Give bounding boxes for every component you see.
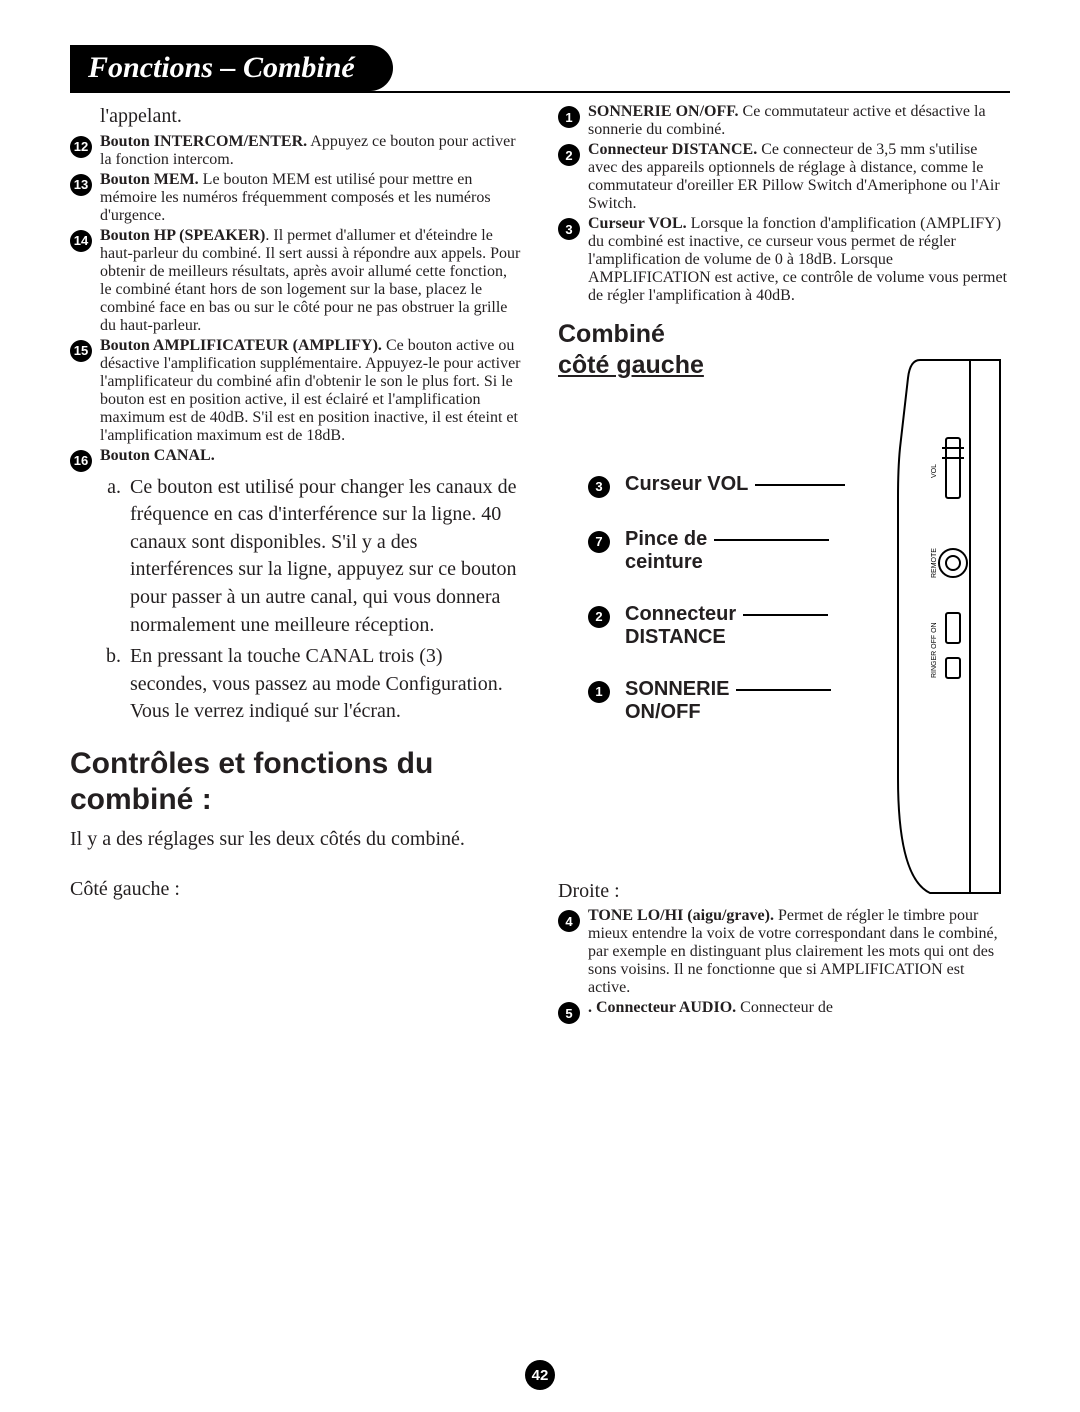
callout-text-vol: Curseur VOL	[625, 473, 748, 496]
callout-ringer: 1 SONNERIEON/OFF	[588, 678, 831, 724]
label-16: Bouton CANAL.	[100, 447, 215, 464]
item-4: 4 TONE LO/HI (aigu/grave). Permet de rég…	[558, 907, 1010, 997]
item-14: 14 Bouton HP (SPEAKER). Il permet d'allu…	[70, 227, 522, 335]
callout-dist-l2: DISTANCE	[625, 626, 726, 648]
label-2: Connecteur DISTANCE.	[588, 141, 757, 158]
svg-text:REMOTE: REMOTE	[931, 547, 938, 577]
callout-clip: 7 Pince deceinture	[588, 528, 829, 574]
label-5: . Connecteur AUDIO.	[588, 999, 736, 1016]
bullet-4: 4	[558, 910, 580, 932]
callout-num-3: 3	[588, 476, 610, 498]
item-12: 12 Bouton INTERCOM/ENTER. Appuyez ce bou…	[70, 133, 522, 169]
callout-clip-l2: ceinture	[625, 551, 703, 573]
callout-ring-l2: ON/OFF	[625, 701, 701, 723]
label-14: Bouton HP (SPEAKER)	[100, 227, 265, 244]
bullet-13: 13	[70, 174, 92, 196]
callout-vol: 3 Curseur VOL	[588, 473, 845, 498]
bullet-3: 3	[558, 218, 580, 240]
bullet-1: 1	[558, 106, 580, 128]
left-column: l'appelant. 12 Bouton INTERCOM/ENTER. Ap…	[70, 103, 522, 1024]
callout-num-7: 7	[588, 531, 610, 553]
label-1: SONNERIE ON/OFF.	[588, 103, 739, 120]
handset-diagram: VOL REMOTE RINGER OFF ON 3 Curseur VOL 7…	[558, 388, 1010, 908]
callout-num-2: 2	[588, 606, 610, 628]
item-3: 3 Curseur VOL. Lorsque la fonction d'amp…	[558, 215, 1010, 305]
controls-intro: Il y a des réglages sur les deux côtés d…	[70, 826, 522, 854]
svg-text:RINGER OFF ON: RINGER OFF ON	[931, 622, 938, 678]
cote-gauche-label: Côté gauche :	[70, 876, 522, 904]
callout-dist-l1: Connecteur	[625, 603, 736, 625]
bullet-16: 16	[70, 450, 92, 472]
item-16: 16 Bouton CANAL.	[70, 447, 522, 472]
label-13: Bouton MEM.	[100, 171, 199, 188]
canal-a: Ce bouton est utilisé pour changer les c…	[126, 474, 522, 640]
right-column: 1 SONNERIE ON/OFF. Ce commutateur active…	[558, 103, 1010, 1024]
label-15: Bouton AMPLIFICATEUR (AMPLIFY).	[100, 337, 382, 354]
bullet-2: 2	[558, 144, 580, 166]
controls-heading: Contrôles et fonctions du combiné :	[70, 746, 522, 818]
callout-distance: 2 ConnecteurDISTANCE	[588, 603, 828, 649]
svg-text:VOL: VOL	[931, 463, 938, 477]
callout-num-1: 1	[588, 681, 610, 703]
canal-b: En pressant la touche CANAL trois (3) se…	[126, 643, 522, 726]
callout-clip-l1: Pince de	[625, 528, 707, 550]
item-5: 5 . Connecteur AUDIO. Connecteur de	[558, 999, 1010, 1024]
callout-ring-l1: SONNERIE	[625, 678, 729, 700]
diagram-title-l2: côté gauche	[558, 351, 704, 379]
body-5: Connecteur de	[736, 999, 833, 1016]
bullet-14: 14	[70, 230, 92, 252]
section-banner: Fonctions – Combiné	[70, 45, 393, 91]
item-2: 2 Connecteur DISTANCE. Ce connecteur de …	[558, 141, 1010, 213]
item-15: 15 Bouton AMPLIFICATEUR (AMPLIFY). Ce bo…	[70, 337, 522, 445]
canal-sublist: Ce bouton est utilisé pour changer les c…	[70, 474, 522, 726]
banner-underline	[70, 91, 1010, 93]
bullet-15: 15	[70, 340, 92, 362]
diagram-title-l1: Combiné	[558, 320, 665, 348]
label-4: TONE LO/HI (aigu/grave).	[588, 907, 774, 924]
bullet-12: 12	[70, 136, 92, 158]
item-1: 1 SONNERIE ON/OFF. Ce commutateur active…	[558, 103, 1010, 139]
label-12: Bouton INTERCOM/ENTER.	[100, 133, 307, 150]
page-number: 42	[525, 1360, 555, 1390]
bullet-5: 5	[558, 1002, 580, 1024]
lead-text: l'appelant.	[100, 103, 522, 131]
handset-outline-icon: VOL REMOTE RINGER OFF ON	[850, 358, 1010, 898]
label-3: Curseur VOL.	[588, 215, 687, 232]
item-13: 13 Bouton MEM. Le bouton MEM est utilisé…	[70, 171, 522, 225]
